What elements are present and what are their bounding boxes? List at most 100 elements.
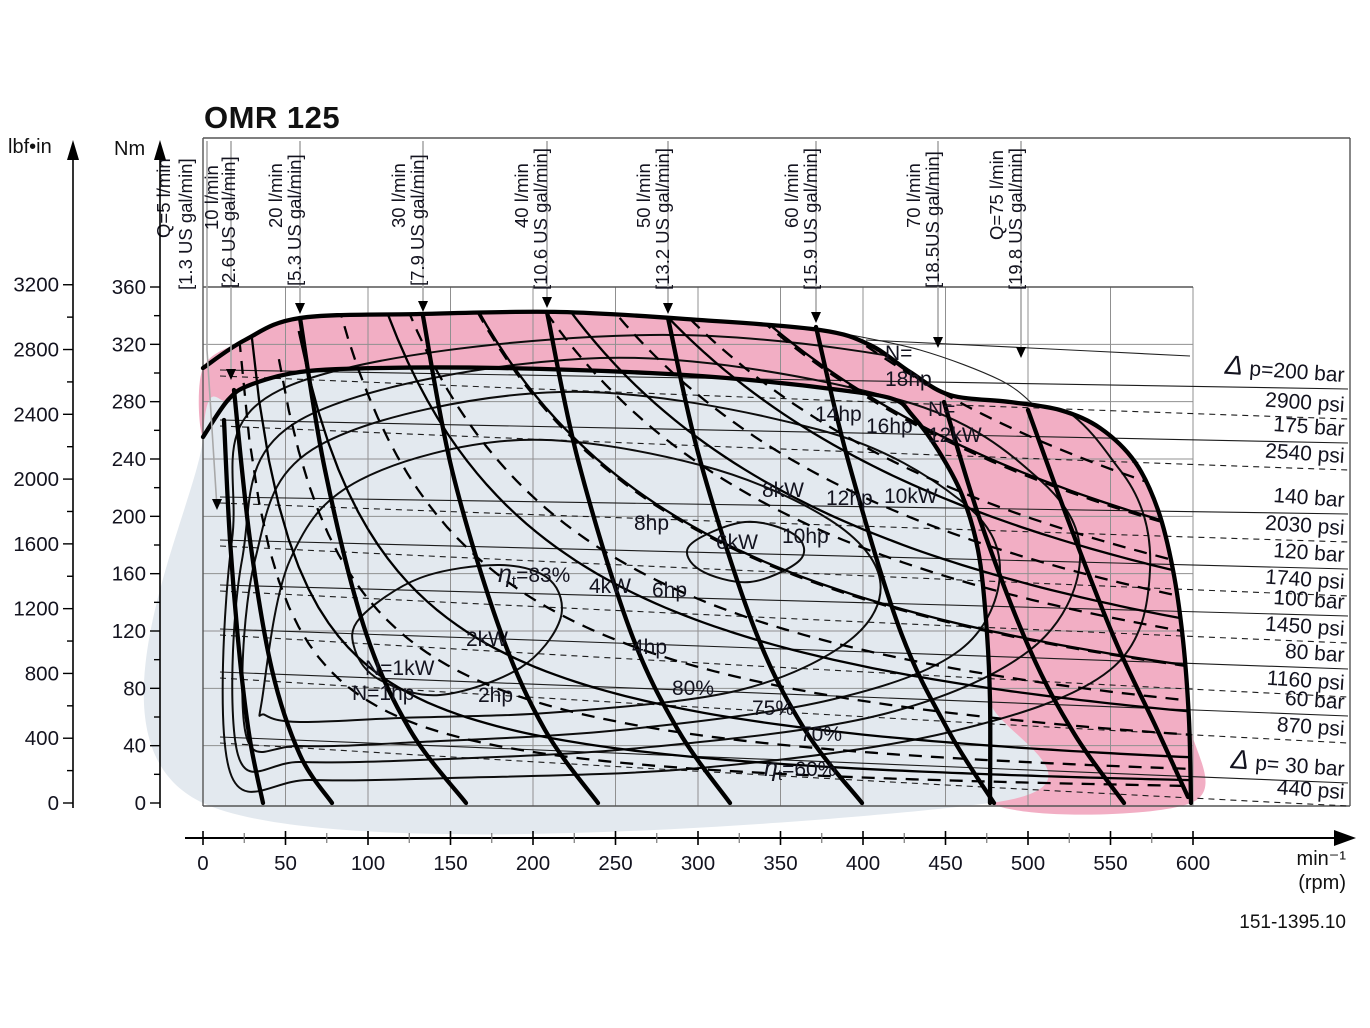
nm-tick-label: 80 bbox=[123, 677, 146, 700]
pressure-label: 1740 psi bbox=[1264, 566, 1345, 594]
figure-code: 151-1395.10 bbox=[1239, 912, 1346, 933]
curve-label: 16hp bbox=[866, 415, 913, 438]
flow-arrow-icon bbox=[933, 337, 943, 348]
nm-tick-label: 0 bbox=[135, 792, 146, 815]
pressure-label: 175 bar bbox=[1273, 413, 1346, 441]
lbfin-tick-label: 3200 bbox=[13, 274, 59, 297]
y-axis-label-nm: Nm bbox=[114, 138, 146, 160]
curve-label: 12kW bbox=[928, 424, 982, 447]
lbfin-axis-arrow-icon bbox=[67, 140, 79, 160]
x-tick-label: 350 bbox=[763, 852, 797, 875]
power-curves bbox=[238, 311, 1191, 788]
nm-axis-arrow-icon bbox=[154, 140, 166, 160]
peak-torque-envelope bbox=[200, 309, 1194, 806]
flow-rate-label: 70 l/min bbox=[903, 163, 924, 228]
nm-tick-label: 360 bbox=[112, 276, 146, 299]
flow-arrow-icon bbox=[1016, 347, 1026, 358]
flow-rate-gal-label: [10.6 US gal/min] bbox=[530, 148, 551, 290]
flow-arrow-icon bbox=[542, 297, 552, 308]
flow-curve bbox=[420, 313, 601, 806]
nm-tick-label: 120 bbox=[112, 620, 146, 643]
curve-label: 6hp bbox=[652, 579, 687, 602]
curve-label: ηt=60% bbox=[764, 754, 836, 784]
x-axis-arrow-icon bbox=[1334, 830, 1356, 846]
lbfin-tick-label: 400 bbox=[25, 727, 59, 750]
flow-rate-gal-label: [1.3 US gal/min] bbox=[175, 158, 196, 290]
flow-curve bbox=[813, 324, 997, 806]
flow-rate-gal-label: [19.8 US gal/min] bbox=[1005, 148, 1026, 290]
flow-rate-label: 20 l/min bbox=[265, 163, 286, 228]
pressure-label: 1160 psi bbox=[1266, 667, 1345, 695]
lbfin-tick-label: 2400 bbox=[13, 403, 59, 426]
flow-arrow-icon bbox=[226, 369, 236, 380]
pressure-label: 2540 psi bbox=[1264, 440, 1345, 468]
x-tick-label: 50 bbox=[274, 852, 297, 875]
curve-label: 14hp bbox=[815, 403, 862, 426]
flow-rate-label: Q=5 l/min bbox=[153, 158, 174, 238]
flow-rate-gal-label: [13.2 US gal/min] bbox=[652, 148, 673, 290]
curve-label: 4hp bbox=[632, 636, 667, 659]
flow-arrow-icon bbox=[811, 312, 821, 323]
x-tick-label: 450 bbox=[928, 852, 962, 875]
curve-label: 8kW bbox=[762, 479, 804, 502]
chart-frame bbox=[202, 137, 1351, 807]
x-axis-unit-sublabel: (rpm) bbox=[1298, 872, 1346, 894]
flow-rate-gal-label: [18.5US gal/min] bbox=[922, 151, 943, 288]
curve-label: 2kW bbox=[466, 628, 508, 651]
flow-arrow-icon bbox=[212, 499, 222, 510]
x-tick-label: 200 bbox=[516, 852, 550, 875]
x-tick-label: 500 bbox=[1011, 852, 1045, 875]
pressure-label: 2030 psi bbox=[1264, 512, 1345, 540]
flow-rate-label: Q=75 l/min bbox=[986, 150, 1007, 240]
x-tick-label: 0 bbox=[197, 852, 208, 875]
flow-labels: Q=5 l/min [1.3 US gal/min] 10 l/min[2.6 US… bbox=[153, 141, 1026, 510]
flow-arrow-icon bbox=[295, 303, 305, 314]
flow-rate-gal-label: [15.9 US gal/min] bbox=[800, 148, 821, 290]
pressure-label: 60 bar bbox=[1284, 687, 1345, 714]
curve-label: ηt=83% bbox=[498, 560, 570, 590]
flow-rate-label: 30 l/min bbox=[388, 163, 409, 228]
flow-rate-label: 60 l/min bbox=[781, 163, 802, 228]
pressure-label: 1450 psi bbox=[1264, 613, 1345, 641]
curve-label: N=1hp bbox=[352, 682, 414, 705]
lbfin-tick-label: 0 bbox=[48, 792, 59, 815]
curve-label: N= bbox=[885, 342, 912, 365]
pressure-label: Δ p= 30 bar bbox=[1229, 744, 1346, 782]
nm-tick-label: 200 bbox=[112, 505, 146, 528]
flow-rate-gal-label: [7.9 US gal/min] bbox=[407, 154, 428, 286]
flow-curve bbox=[221, 417, 266, 806]
curve-label: 18hp bbox=[885, 368, 932, 391]
x-tick-label: 550 bbox=[1093, 852, 1127, 875]
nm-tick-label: 160 bbox=[112, 563, 146, 586]
curve-label: 80% bbox=[672, 677, 714, 700]
x-tick-label: 250 bbox=[598, 852, 632, 875]
pressure-label: 870 psi bbox=[1276, 713, 1345, 741]
nm-tick-label: 240 bbox=[112, 448, 146, 471]
flow-curve bbox=[544, 309, 733, 806]
x-tick-label: 300 bbox=[681, 852, 715, 875]
envelope-guide-line bbox=[865, 339, 1191, 357]
flow-curve bbox=[1025, 407, 1191, 800]
pressure-label: 80 bar bbox=[1284, 640, 1345, 667]
curve-label: 12hp bbox=[826, 487, 873, 510]
curve-label: 10kW bbox=[884, 485, 938, 508]
lbfin-tick-label: 1200 bbox=[13, 598, 59, 621]
continuous-operation-region bbox=[143, 367, 1049, 835]
nm-tick-label: 40 bbox=[123, 735, 146, 758]
flow-rate-label: 50 l/min bbox=[633, 163, 654, 228]
x-tick-label: 600 bbox=[1176, 852, 1210, 875]
lbfin-tick-label: 2000 bbox=[13, 468, 59, 491]
curve-label: 6kW bbox=[716, 531, 758, 554]
curve-label: 10hp bbox=[782, 525, 829, 548]
pressure-label: 120 bar bbox=[1273, 539, 1346, 567]
nm-tick-label: 320 bbox=[112, 333, 146, 356]
nm-tick-label: 280 bbox=[112, 391, 146, 414]
flow-curve bbox=[941, 399, 1127, 806]
pressure-label: 440 psi bbox=[1276, 776, 1345, 804]
pressure-label: Δ p=200 bar bbox=[1223, 350, 1346, 388]
curve-label: 4kW bbox=[589, 575, 631, 598]
lbfin-tick-label: 1600 bbox=[13, 533, 59, 556]
